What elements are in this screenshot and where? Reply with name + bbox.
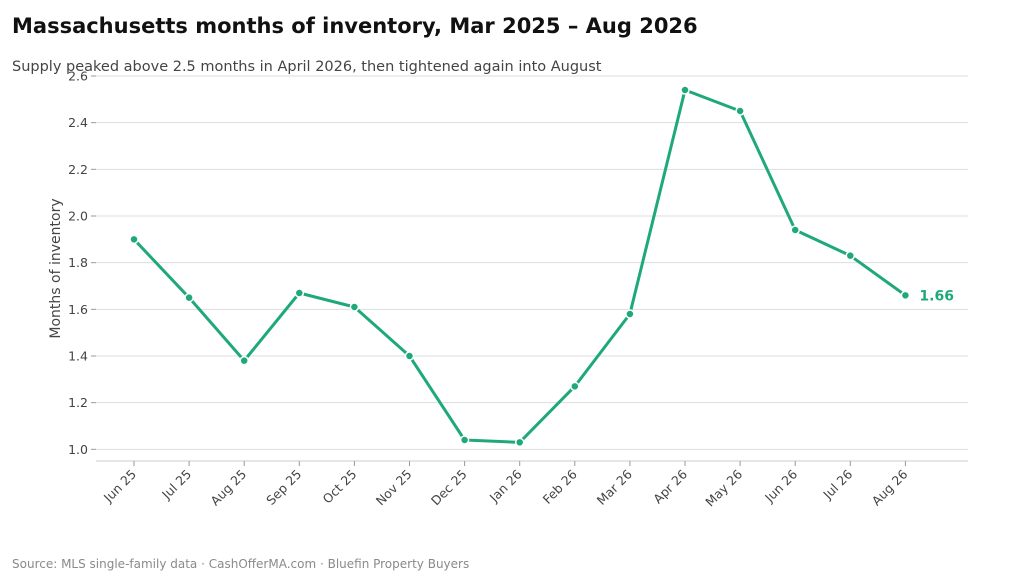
grid-lines <box>96 75 968 450</box>
data-point <box>625 309 635 319</box>
y-tick-label: 2.0 <box>68 209 88 224</box>
data-point <box>680 85 690 95</box>
x-tick-label: Oct 25 <box>320 467 360 507</box>
x-tick-label: Aug 26 <box>869 466 911 508</box>
y-tick-label: 1.6 <box>68 302 88 317</box>
data-point <box>404 351 415 361</box>
data-point <box>184 292 194 303</box>
x-tick-label: Feb 26 <box>540 466 580 506</box>
y-tick-label: 2.4 <box>68 115 88 130</box>
x-tick-label: Mar 26 <box>594 466 635 507</box>
y-tick-label: 1.8 <box>68 255 88 270</box>
data-point <box>459 435 470 445</box>
x-tick-label: Jul 26 <box>819 466 855 502</box>
x-tick-label: Apr 26 <box>650 466 690 506</box>
data-point <box>570 381 580 392</box>
y-tick-label: 1.2 <box>68 395 88 410</box>
data-point <box>845 250 856 261</box>
y-tick-label: 2.2 <box>68 162 88 177</box>
data-point <box>239 355 249 366</box>
source-note: Source: MLS single-family data · CashOff… <box>12 557 470 571</box>
data-point <box>900 290 911 301</box>
chart-title: Massachusetts months of inventory, Mar 2… <box>12 14 698 38</box>
data-point <box>790 225 800 235</box>
y-axis: 1.0 1.2 1.4 1.6 1.8 2.0 2.2 2.4 2.6 <box>68 69 96 457</box>
x-tick-label: Jun 25 <box>100 467 139 506</box>
series-layer: 1.66 <box>129 85 954 448</box>
x-tick-label: Jan 26 <box>486 466 525 505</box>
x-tick-label: Jul 25 <box>158 467 194 503</box>
data-point <box>514 437 525 448</box>
y-tick-label: 1.0 <box>68 442 88 457</box>
x-tick-label: Aug 25 <box>207 467 249 509</box>
data-point <box>735 106 745 116</box>
data-point <box>129 234 139 245</box>
x-tick-label: Nov 25 <box>373 467 415 509</box>
y-axis-title: Months of inventory <box>48 198 64 338</box>
chart-subtitle: Supply peaked above 2.5 months in April … <box>12 59 602 75</box>
x-tick-label: May 26 <box>702 466 745 509</box>
series-line <box>132 88 907 444</box>
x-tick-label: Sep 25 <box>263 467 304 508</box>
data-point <box>349 302 360 312</box>
y-tick-label: 1.4 <box>68 349 88 364</box>
data-point <box>294 288 305 298</box>
x-tick-label: Dec 25 <box>428 467 470 509</box>
y-tick-label: 2.6 <box>68 69 88 84</box>
x-tick-label: Jun 26 <box>761 466 800 505</box>
end-value-label: 1.66 <box>919 288 954 304</box>
x-axis: Jun 25 Jul 25 Aug 25 Sep 25 Oct 25 Nov 25 Dec … <box>96 460 968 509</box>
